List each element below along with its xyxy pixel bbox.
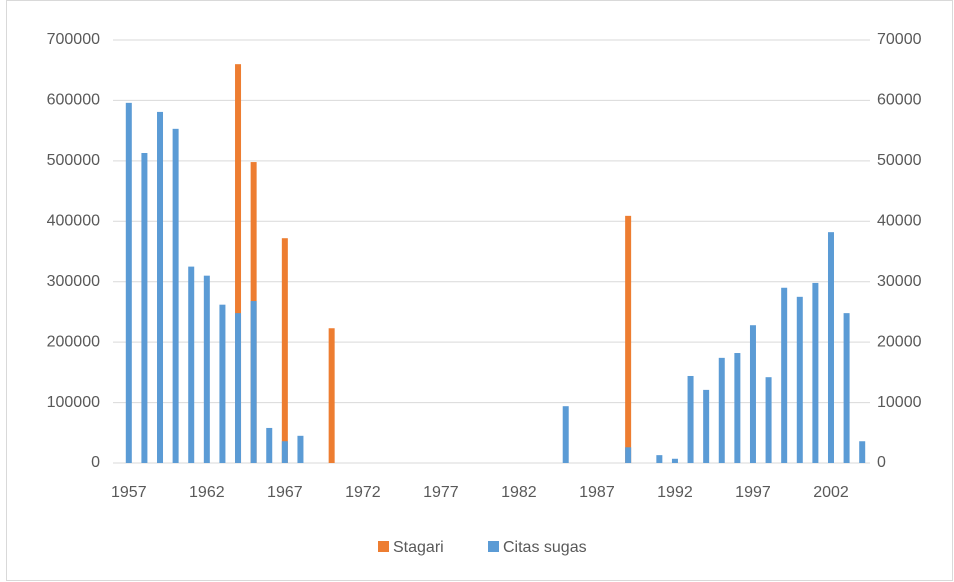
x-tick-label: 1972 bbox=[345, 484, 381, 501]
bar bbox=[843, 313, 850, 463]
bar bbox=[625, 215, 632, 463]
x-tick-label: 1997 bbox=[735, 484, 771, 501]
bar bbox=[796, 296, 803, 463]
bar bbox=[219, 304, 226, 463]
y-tick-label: 100000 bbox=[47, 394, 100, 411]
y-tick-label: 500000 bbox=[47, 152, 100, 169]
bar bbox=[172, 128, 179, 463]
bar bbox=[266, 427, 273, 463]
bar bbox=[703, 389, 710, 463]
y-tick-label: 200000 bbox=[47, 333, 100, 350]
bar bbox=[812, 282, 819, 463]
legend-swatch bbox=[378, 541, 389, 552]
chart-border bbox=[6, 0, 953, 581]
x-tick-label: 1962 bbox=[189, 484, 225, 501]
bar bbox=[656, 455, 663, 463]
bar bbox=[765, 377, 772, 463]
bar bbox=[203, 275, 210, 463]
x-tick-label: 1957 bbox=[111, 484, 147, 501]
legend-swatch bbox=[488, 541, 499, 552]
y2-tick-label: 70000 bbox=[877, 31, 922, 48]
bar bbox=[125, 102, 132, 464]
bar bbox=[328, 328, 335, 463]
x-tick-label: 1987 bbox=[579, 484, 615, 501]
bar bbox=[625, 447, 632, 463]
bar bbox=[297, 435, 304, 463]
x-tick-label: 1967 bbox=[267, 484, 303, 501]
bar bbox=[734, 353, 741, 463]
bar bbox=[281, 238, 288, 463]
y-tick-label: 300000 bbox=[47, 273, 100, 290]
bar bbox=[827, 232, 834, 463]
bar bbox=[562, 406, 569, 463]
bar bbox=[141, 153, 148, 463]
legend-label: Stagari bbox=[393, 539, 444, 556]
bar bbox=[250, 301, 257, 463]
y-tick-label: 0 bbox=[91, 454, 100, 471]
x-tick-label: 2002 bbox=[813, 484, 849, 501]
y2-tick-label: 30000 bbox=[877, 273, 922, 290]
bar bbox=[157, 111, 164, 463]
bar bbox=[235, 313, 242, 463]
y2-tick-label: 50000 bbox=[877, 152, 922, 169]
y2-tick-label: 60000 bbox=[877, 92, 922, 109]
y2-tick-label: 20000 bbox=[877, 333, 922, 350]
y2-tick-label: 0 bbox=[877, 454, 886, 471]
bar bbox=[687, 375, 694, 463]
x-tick-label: 1992 bbox=[657, 484, 693, 501]
x-tick-label: 1977 bbox=[423, 484, 459, 501]
bar bbox=[718, 357, 725, 463]
y2-tick-label: 40000 bbox=[877, 213, 922, 230]
y-tick-label: 700000 bbox=[47, 31, 100, 48]
bar bbox=[281, 441, 288, 463]
bar bbox=[859, 441, 866, 463]
bar bbox=[781, 287, 788, 463]
bar bbox=[188, 266, 195, 463]
x-tick-label: 1982 bbox=[501, 484, 537, 501]
bar bbox=[749, 325, 756, 463]
bar bbox=[235, 64, 242, 464]
y2-tick-label: 10000 bbox=[877, 394, 922, 411]
y-tick-label: 400000 bbox=[47, 213, 100, 230]
bar bbox=[671, 458, 678, 463]
y-tick-label: 600000 bbox=[47, 92, 100, 109]
legend-label: Citas sugas bbox=[503, 539, 587, 556]
